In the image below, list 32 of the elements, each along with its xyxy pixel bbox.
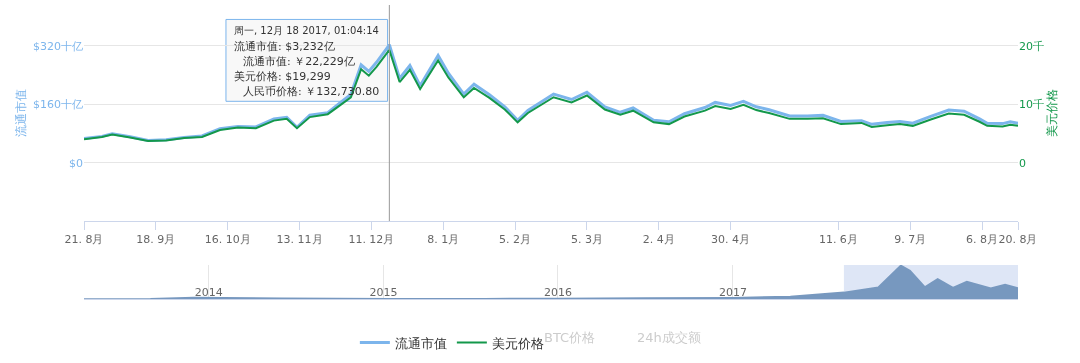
x-tick-label: 5. 2月 (499, 233, 532, 247)
x-tick-label: 11. 12月 (348, 233, 395, 247)
x-tick-label: 16. 10月 (204, 233, 251, 247)
x-tick-label: 13. 11月 (276, 233, 323, 247)
x-tick-label: 2015 (369, 286, 398, 300)
x-tick-label: 11. 6月 (818, 233, 858, 247)
y-tick-label: $160十亿 (33, 98, 83, 112)
x-tick-label: 18. 9月 (136, 233, 176, 247)
y2-tick-label: 10千 (1019, 98, 1044, 112)
x-tick-label: 9. 7月 (894, 233, 927, 247)
x-tick-label: 2. 4月 (642, 233, 675, 247)
annotation: 流通市值: ￥22,229亿 (243, 55, 355, 68)
legend-label: 流通市值 (394, 335, 447, 351)
y-tick-label: $320十亿 (33, 39, 83, 53)
x-tick-label: 20. 8月 (998, 233, 1038, 247)
x-tick-label: 30. 4月 (711, 233, 751, 247)
annotation: 流通市值: $3,232亿 (234, 40, 335, 53)
x-tick-label: 8. 1月 (427, 233, 460, 247)
x-tick-label: 6. 8月 (966, 233, 999, 247)
legend-label: 美元价格 (491, 335, 544, 351)
y2-tick-label: 0 (1019, 156, 1026, 170)
x-tick-label: 5. 3月 (570, 233, 603, 247)
y-tick-label: $0 (69, 156, 83, 170)
x-tick-label: 2017 (718, 286, 747, 300)
y2-tick-label: 20千 (1019, 39, 1044, 53)
x-tick-label: 2016 (543, 286, 572, 300)
annotation: 周一, 12月 18 2017, 01:04:14 (234, 25, 379, 36)
annotation: 美元价格: $19,299 (234, 70, 331, 83)
y-axis-title: 流通市值 (14, 89, 29, 138)
y2-axis-title: 美元价格 (1044, 89, 1059, 138)
x-tick-label: 21. 8月 (64, 233, 104, 247)
x-tick-label: 2014 (194, 286, 223, 300)
